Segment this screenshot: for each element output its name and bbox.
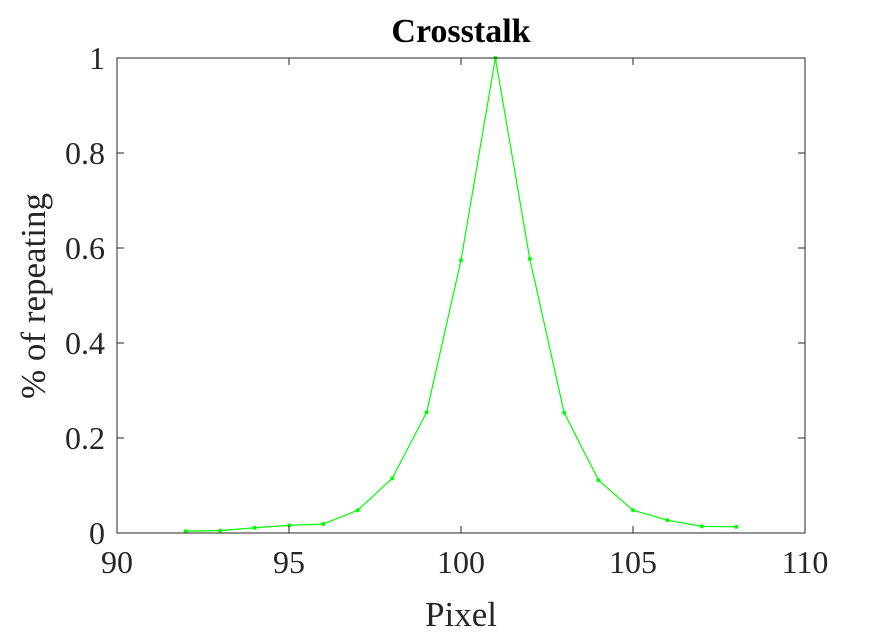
x-tick-label: 105	[609, 544, 657, 580]
data-point	[183, 529, 188, 534]
y-tick-label: 0.2	[65, 420, 105, 456]
data-point	[218, 528, 223, 533]
chart-title: Crosstalk	[391, 13, 530, 50]
data-point	[699, 524, 704, 529]
data-point	[355, 508, 360, 513]
x-tick-label: 95	[273, 544, 305, 580]
series-layer	[183, 56, 739, 534]
data-point	[596, 478, 601, 483]
data-point	[631, 508, 635, 513]
y-tick-label: 0.4	[65, 325, 105, 361]
y-axis-label: % of repeating	[14, 193, 53, 399]
y-tick-label: 0	[89, 515, 105, 551]
data-point	[424, 410, 429, 415]
y-tick-label: 0.8	[65, 135, 105, 171]
data-point	[287, 523, 291, 528]
data-point	[252, 525, 257, 530]
x-tick-label: 100	[437, 544, 485, 580]
data-point	[734, 524, 739, 529]
y-tick-label: 0.6	[65, 230, 105, 266]
x-tick-label: 90	[101, 544, 133, 580]
data-point	[321, 521, 326, 526]
ticks-layer: 90 95 100 105 110 0 0.2 0.4 0.6 0.8 1	[65, 40, 828, 580]
data-point	[527, 256, 532, 261]
data-point	[665, 518, 670, 523]
x-tick-label: 110	[782, 544, 829, 580]
data-point	[390, 476, 395, 481]
data-point	[562, 410, 567, 415]
y-tick-label: 1	[89, 40, 105, 76]
data-point	[459, 258, 463, 263]
x-axis-label: Pixel	[425, 595, 497, 634]
